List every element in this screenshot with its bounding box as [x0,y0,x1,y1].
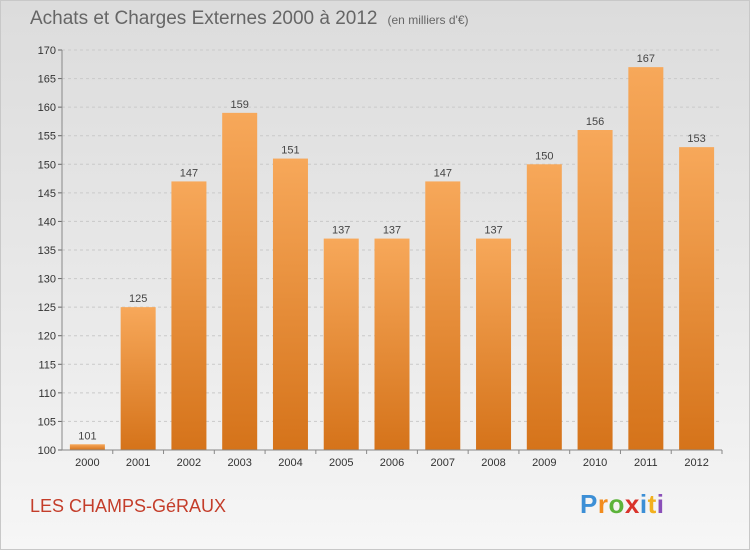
value-label: 151 [281,145,299,157]
logo-letter: o [608,489,625,519]
value-label: 147 [180,167,198,179]
bar-2007 [425,181,461,450]
x-tick-label: 2005 [329,457,353,469]
chart-title: Achats et Charges Externes 2000 à 2012 (e… [30,8,469,30]
value-label: 147 [434,167,452,179]
y-tick-label: 125 [38,302,56,314]
bar-2005 [323,238,359,450]
value-label: 137 [332,225,350,237]
bar-2009 [526,164,562,451]
y-tick-label: 115 [38,359,56,371]
y-tick-label: 160 [38,102,56,114]
bar-2001 [120,307,156,450]
x-tick-label: 2011 [634,457,658,469]
place-name: LES CHAMPS-GéRAUX [30,496,227,516]
bar-2011 [628,67,664,451]
bar-2004 [272,158,308,451]
bar-2003 [222,112,258,450]
value-label: 125 [129,293,147,305]
value-labels: 101 125 147 159 151 137 137 147 137 150 156 167 153 [78,53,706,442]
bar-2008 [476,238,512,450]
bars [69,67,715,451]
x-tick-label: 2009 [532,457,556,469]
y-tick-label: 150 [38,159,56,171]
logo-letter: i [639,489,648,519]
y-tick-label: 110 [38,388,56,400]
value-label: 101 [78,430,96,442]
bar-2000 [69,444,105,450]
value-label: 137 [484,225,502,237]
bar-2006 [374,238,410,450]
y-tick-label: 120 [38,331,56,343]
x-tick-label: 2004 [278,457,302,469]
y-tick-label: 130 [38,274,56,286]
chart-title-text: Achats et Charges Externes 2000 à 2012 [30,8,378,29]
x-tick-label: 2003 [227,457,251,469]
x-tick-label: 2007 [431,457,455,469]
y-tick-label: 145 [38,188,56,200]
y-tick-label: 165 [38,74,56,86]
y-tick-label: 170 [38,45,56,57]
logo-letter: t [647,489,657,519]
x-axis-ticks: 2000 2001 2002 2003 2004 2005 2006 2007 2008 2009… [62,449,723,469]
x-tick-label: 2008 [481,457,505,469]
x-tick-label: 2006 [380,457,404,469]
x-tick-label: 2001 [126,457,150,469]
value-label: 167 [637,53,655,65]
x-tick-label: 2010 [583,457,607,469]
value-label: 150 [535,150,553,162]
logo-letter: P [580,489,598,519]
y-tick-label: 100 [38,445,56,457]
value-label: 159 [231,99,249,111]
logo-letter: x [624,489,640,519]
chart-subtitle: (en milliers d'€) [387,13,469,27]
x-tick-label: 2000 [75,457,99,469]
y-tick-label: 105 [38,416,56,428]
logo-letter: r [597,489,609,519]
y-tick-label: 135 [38,245,56,257]
bar-2010 [577,130,613,450]
y-tick-label: 140 [38,216,56,228]
x-tick-label: 2012 [684,457,708,469]
bar-2002 [171,181,207,450]
y-axis-ticks: 100 105 110 115 120 125 130 135 140 145 150 155 160 1… [38,45,63,457]
y-tick-label: 155 [38,131,56,143]
logo-letter: i [656,489,665,519]
proxiti-logo: Proxiti [580,489,664,520]
x-tick-label: 2002 [177,457,201,469]
value-label: 137 [383,225,401,237]
bar-2012 [679,147,715,450]
value-label: 153 [687,133,705,145]
value-label: 156 [586,116,604,128]
